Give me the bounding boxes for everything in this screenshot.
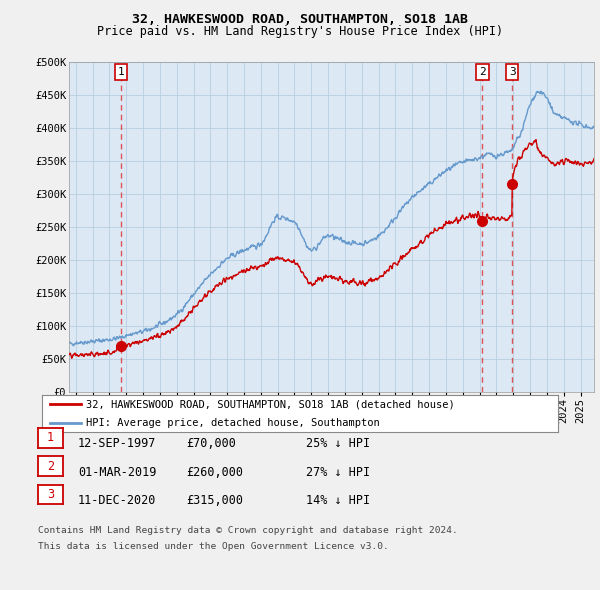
Text: Price paid vs. HM Land Registry's House Price Index (HPI): Price paid vs. HM Land Registry's House … xyxy=(97,25,503,38)
Text: 32, HAWKESWOOD ROAD, SOUTHAMPTON, SO18 1AB (detached house): 32, HAWKESWOOD ROAD, SOUTHAMPTON, SO18 1… xyxy=(86,399,455,409)
Text: 12-SEP-1997: 12-SEP-1997 xyxy=(78,437,157,450)
Text: 2: 2 xyxy=(47,460,54,473)
Text: 32, HAWKESWOOD ROAD, SOUTHAMPTON, SO18 1AB: 32, HAWKESWOOD ROAD, SOUTHAMPTON, SO18 1… xyxy=(132,13,468,26)
Text: 14% ↓ HPI: 14% ↓ HPI xyxy=(306,494,370,507)
Text: £315,000: £315,000 xyxy=(186,494,243,507)
Text: 3: 3 xyxy=(47,488,54,501)
Text: Contains HM Land Registry data © Crown copyright and database right 2024.: Contains HM Land Registry data © Crown c… xyxy=(38,526,458,535)
Text: 2: 2 xyxy=(479,67,486,77)
Text: HPI: Average price, detached house, Southampton: HPI: Average price, detached house, Sout… xyxy=(86,418,380,428)
Text: 3: 3 xyxy=(509,67,515,77)
Text: 1: 1 xyxy=(118,67,125,77)
Text: 11-DEC-2020: 11-DEC-2020 xyxy=(78,494,157,507)
Text: 01-MAR-2019: 01-MAR-2019 xyxy=(78,466,157,478)
Text: 27% ↓ HPI: 27% ↓ HPI xyxy=(306,466,370,478)
Text: 1: 1 xyxy=(47,431,54,444)
Text: £260,000: £260,000 xyxy=(186,466,243,478)
Text: This data is licensed under the Open Government Licence v3.0.: This data is licensed under the Open Gov… xyxy=(38,542,389,550)
Text: £70,000: £70,000 xyxy=(186,437,236,450)
Text: 25% ↓ HPI: 25% ↓ HPI xyxy=(306,437,370,450)
